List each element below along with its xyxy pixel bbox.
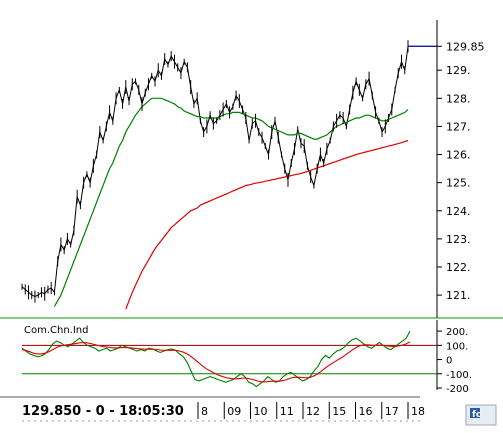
price-panel: 129.85 129. 128. 127. 126. 125. 124. 123. 122. 12… [21, 20, 485, 318]
toolbar-corner-icon[interactable]: fc [465, 404, 497, 426]
svg-text:fc: fc [472, 410, 481, 420]
indicator-title: Com.Chn.Ind [24, 325, 89, 336]
date-label: 15 [332, 405, 346, 418]
indicator-tick-label: -100. [446, 370, 472, 381]
price-series-group [21, 40, 409, 310]
date-label: 11 [280, 405, 294, 418]
indicator-axis-ticks: 200. 100. 0 -100. -200 [437, 327, 472, 395]
date-label: 09 [227, 405, 241, 418]
price-tick-label: 128. [446, 92, 471, 105]
cci-line [21, 330, 411, 388]
price-tick-label: 121. [446, 289, 471, 302]
indicator-panel: 200. 100. 0 -100. -200 Com.Chn.Ind [21, 320, 472, 395]
indicator-tick-label: 0 [446, 356, 452, 367]
ma-long-line [125, 139, 409, 310]
date-label: 10 [254, 405, 268, 418]
date-axis-labels: 8 09 10 11 12 15 16 17 18 [197, 402, 425, 419]
date-label: 16 [359, 405, 373, 418]
price-axis-ticks: 129.85 129. 128. 127. 126. 125. 124. 123. 122. 12… [437, 40, 485, 302]
price-tick-label: 122. [446, 261, 471, 274]
date-label: 18 [411, 405, 425, 418]
price-tick-label: 125. [446, 177, 471, 190]
indicator-tick-label: -200 [446, 384, 469, 395]
last-quote-readout: 129.850 - 0 - 18:05:30 [22, 404, 184, 419]
ma-short-line [53, 97, 409, 307]
indicator-series-group [21, 330, 411, 388]
indicator-tick-label: 100. [446, 341, 468, 352]
price-tick-label: 126. [446, 149, 471, 162]
date-label: 17 [385, 405, 399, 418]
price-tick-label: 123. [446, 233, 471, 246]
price-tick-label: 129. [446, 64, 471, 77]
price-tick-label: 127. [446, 120, 471, 133]
date-label: 12 [306, 405, 320, 418]
date-label: 8 [201, 405, 208, 418]
indicator-title-box [22, 323, 102, 336]
price-line [21, 46, 409, 298]
price-tick-label: 124. [446, 205, 471, 218]
price-tick-label: 129.85 [446, 40, 485, 53]
cci-signal-line [21, 341, 411, 383]
indicator-tick-label: 200. [446, 327, 468, 338]
